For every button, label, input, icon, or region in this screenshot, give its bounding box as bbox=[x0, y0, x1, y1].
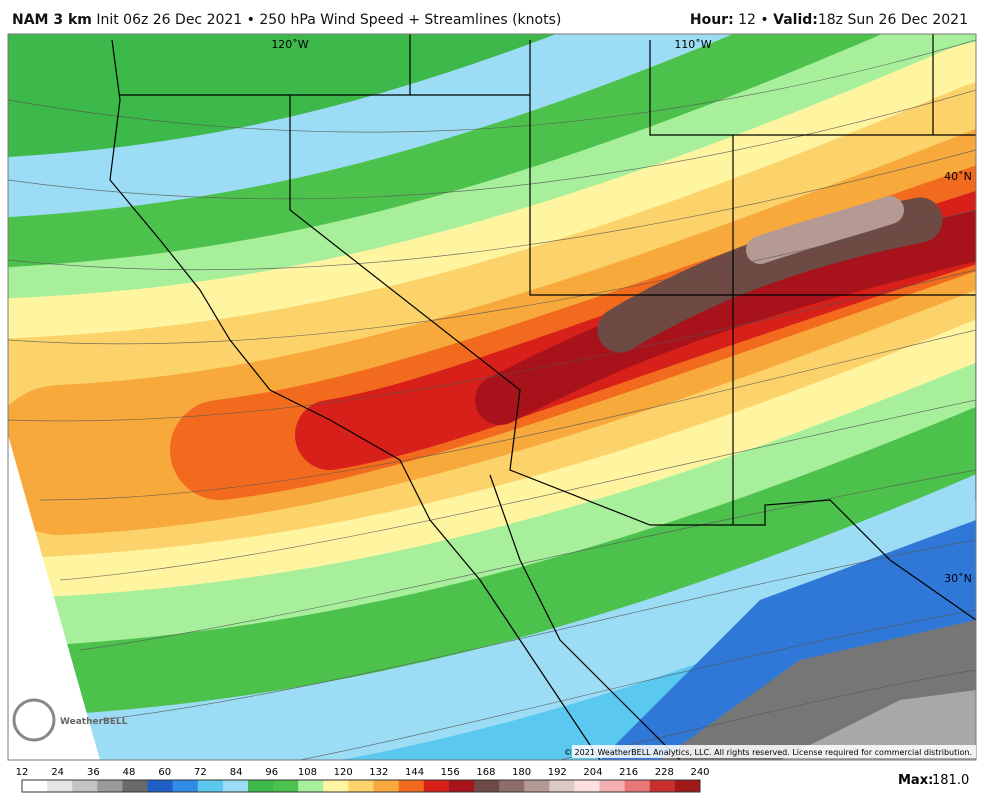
valid-label: Valid: bbox=[773, 12, 818, 28]
colorbar-swatch bbox=[122, 780, 149, 792]
header-left: NAM 3 km Init 06z 26 Dec 2021 • 250 hPa … bbox=[12, 12, 561, 28]
hour: 12 bbox=[738, 12, 756, 28]
wind-field bbox=[8, 34, 976, 760]
colorbar-label: 120 bbox=[334, 767, 353, 778]
colorbar-swatch bbox=[348, 780, 375, 792]
colorbar: 12 24 36 48 60 72 84 96 108 120 132 144 156 168 180 192… bbox=[16, 767, 710, 793]
separator: • bbox=[760, 12, 769, 28]
colorbar-label: 72 bbox=[194, 767, 207, 778]
colorbar-swatch bbox=[72, 780, 98, 792]
colorbar-swatch bbox=[273, 780, 299, 792]
valid: 18z Sun 26 Dec 2021 bbox=[817, 12, 968, 28]
colorbar-swatch bbox=[222, 780, 249, 792]
colorbar-label: 84 bbox=[230, 767, 243, 778]
logo: WeatherBELL bbox=[60, 717, 128, 727]
colorbar-swatch bbox=[323, 780, 349, 792]
description: Init 06z 26 Dec 2021 • 250 hPa Wind Spee… bbox=[96, 12, 562, 28]
lat-label: 40˚N bbox=[944, 170, 972, 183]
colorbar-swatch bbox=[22, 780, 48, 792]
colorbar-swatch bbox=[448, 780, 475, 792]
colorbar-swatch bbox=[599, 780, 626, 792]
colorbar-label: 180 bbox=[512, 767, 531, 778]
colorbar-swatch bbox=[423, 780, 450, 792]
colorbar-label: 216 bbox=[619, 767, 638, 778]
colorbar-swatch bbox=[574, 780, 601, 792]
colorbar-swatch bbox=[197, 780, 224, 792]
lon-label: 120˚W bbox=[271, 38, 308, 51]
colorbar-label: 240 bbox=[690, 767, 709, 778]
colorbar-frame bbox=[21, 779, 701, 793]
colorbar-swatch bbox=[398, 780, 425, 792]
header-right: Hour: 12 • Valid:18z Sun 26 Dec 2021 bbox=[690, 12, 968, 28]
colorbar-label: 24 bbox=[51, 767, 64, 778]
copyright-bg bbox=[572, 745, 976, 758]
colorbar-swatch bbox=[147, 780, 174, 792]
colorbar-label: 48 bbox=[123, 767, 136, 778]
logo-swirl bbox=[12, 698, 56, 742]
colorbar-label: 228 bbox=[655, 767, 674, 778]
colorbar-swatch bbox=[674, 780, 701, 792]
colorbar-swatch bbox=[524, 780, 550, 792]
colorbar-swatch bbox=[47, 780, 73, 792]
copyright: © 2021 WeatherBELL Analytics, LLC. All r… bbox=[564, 748, 972, 757]
max-value: 181.0 bbox=[932, 773, 969, 788]
hour-label: Hour: bbox=[689, 12, 734, 28]
map-frame bbox=[7, 33, 977, 761]
colorbar-swatch bbox=[97, 780, 123, 792]
colorbar-swatch bbox=[624, 780, 651, 792]
colorbar-swatch bbox=[474, 780, 500, 792]
colorbar-label: 12 bbox=[16, 767, 29, 778]
colorbar-label: 60 bbox=[158, 767, 171, 778]
colorbar-swatch bbox=[373, 780, 400, 792]
colorbar-swatch bbox=[248, 780, 274, 792]
lat-label: 30˚N bbox=[944, 572, 972, 585]
colorbar-label: 132 bbox=[369, 767, 388, 778]
colorbar-label: 192 bbox=[548, 767, 567, 778]
colorbar-label: 108 bbox=[298, 767, 317, 778]
max-label: Max: bbox=[898, 773, 933, 788]
colorbar-swatch bbox=[499, 780, 525, 792]
colorbar-label: 144 bbox=[405, 767, 424, 778]
colorbar-label: 204 bbox=[583, 767, 602, 778]
colorbar-swatch bbox=[298, 780, 324, 792]
colorbar-swatch bbox=[649, 780, 676, 792]
colorbar-label: 156 bbox=[441, 767, 460, 778]
lon-label: 110˚W bbox=[674, 38, 711, 51]
colorbar-label: 168 bbox=[476, 767, 495, 778]
colorbar-label: 36 bbox=[87, 767, 100, 778]
colorbar-swatch bbox=[172, 780, 199, 792]
model: NAM 3 km bbox=[12, 12, 92, 28]
colorbar-swatch bbox=[549, 780, 575, 792]
colorbar-label: 96 bbox=[265, 767, 278, 778]
